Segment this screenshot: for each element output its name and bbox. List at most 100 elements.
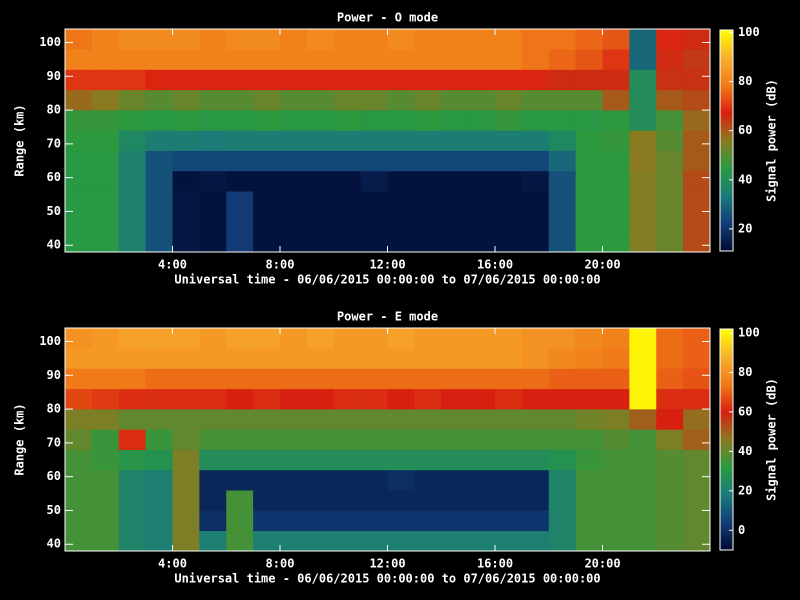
colorbar-tick-label: 0 [738,523,745,537]
heatmap-cell [656,69,684,91]
heatmap-cell [145,328,173,349]
y-tick-label: 60 [47,170,61,184]
heatmap-cell [253,49,281,70]
heatmap-cell [172,348,200,369]
heatmap-cell [602,211,630,233]
heatmap-cell [360,409,388,430]
heatmap-cell [226,469,254,491]
heatmap-cell [441,89,469,111]
heatmap-cell [360,29,388,50]
heatmap-cell [360,510,388,532]
heatmap-cell [521,530,550,552]
heatmap-cell [414,130,442,151]
heatmap-cell [226,388,254,410]
heatmap-cell [306,348,335,369]
x-tick-label: 4:00 [158,557,187,571]
heatmap-cell [656,490,684,511]
y-axis-label: Range (km) [13,104,27,176]
heatmap-cell [575,328,603,349]
heatmap-cell [495,69,523,91]
heatmap-cell [360,368,388,390]
colorbar-label: Signal power (dB) [765,79,779,202]
heatmap-cell [333,29,361,50]
heatmap-cell [683,510,711,532]
heatmap-cell [226,191,254,212]
heatmap-cell [468,231,496,253]
heatmap-cell [468,170,496,192]
heatmap-cell [441,368,469,390]
heatmap-cell [521,130,550,151]
heatmap-cell [521,69,550,91]
heatmap-cell [280,348,308,369]
heatmap-cell [91,490,120,511]
heatmap-cell [91,449,120,471]
heatmap-cell [91,348,120,369]
plot-frame [64,28,711,253]
heatmap-cell [414,170,442,192]
heatmap-cell [656,449,684,471]
heatmap-cell [656,170,684,192]
heatmap-cell [65,409,93,430]
x-tick-label: 4:00 [158,258,187,272]
heatmap-cell [521,388,550,410]
heatmap-cell [280,530,308,552]
heatmap-cell [602,130,630,151]
x-tick-label: 16:00 [477,258,513,272]
heatmap-cell [683,388,711,410]
heatmap-cell [656,49,684,70]
heatmap-cell [575,348,603,369]
heatmap-cell [145,110,173,131]
heatmap-cell [387,211,415,233]
heatmap-cell [306,191,335,212]
heatmap-cell [468,89,496,111]
heatmap-cell [441,409,469,430]
heatmap-cell [629,231,657,253]
heatmap-cell [521,409,550,430]
x-tick-label: 20:00 [584,557,620,571]
heatmap-cell [656,409,684,430]
heatmap-cell [683,368,711,390]
heatmap-cell [145,530,173,552]
heatmap-cell [226,449,254,471]
heatmap-cell [602,429,630,450]
heatmap-cell [548,191,576,212]
heatmap-cell [495,409,523,430]
heatmap-cell [91,69,120,91]
heatmap-cell [629,29,657,50]
heatmap-cell [280,29,308,50]
heatmap-cell [548,469,576,491]
heatmap-cell [253,348,281,369]
heatmap-cell [468,409,496,430]
heatmap-cell [199,150,227,172]
heatmap-cell [521,328,550,349]
heatmap-cell [575,69,603,91]
heatmap-cell [548,490,576,511]
heatmap-cell [521,110,550,131]
heatmap-cell [280,449,308,471]
heatmap-cell [495,368,523,390]
heatmap-cell [468,510,496,532]
heatmap-cell [575,170,603,192]
heatmap-cell [333,510,361,532]
heatmap-cell [226,89,254,111]
colorbar-tick-label: 80 [738,365,752,379]
y-tick-label: 90 [47,69,61,83]
heatmap-cell [306,150,335,172]
heatmap-cell [387,69,415,91]
heatmap-cell [280,191,308,212]
heatmap-cell [91,409,120,430]
heatmap-cell [387,170,415,192]
heatmap-cell [414,490,442,511]
plot-frame [64,327,711,552]
heatmap-cell [629,150,657,172]
heatmap-cell [91,388,120,410]
x-tick-label: 8:00 [266,258,295,272]
heatmap-cell [414,429,442,450]
heatmap-cell [656,388,684,410]
heatmap-cell [199,49,227,70]
heatmap-cell [65,469,93,491]
heatmap-cell [199,231,227,253]
heatmap-cell [602,530,630,552]
heatmap-cell [253,231,281,253]
heatmap-cell [468,388,496,410]
